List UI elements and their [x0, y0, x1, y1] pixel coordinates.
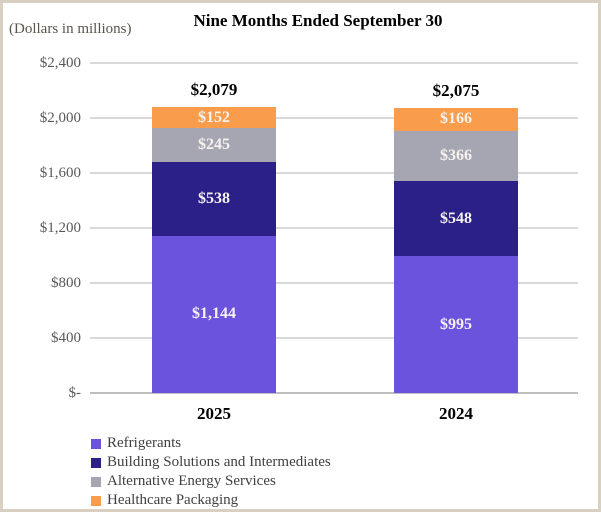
- legend-label: Building Solutions and Intermediates: [107, 454, 331, 470]
- y-axis-labels: $- $400 $800 $1,200 $1,600 $2,000 $2,400: [3, 55, 81, 401]
- segment-alternative-energy-services-2024: $366: [394, 130, 518, 181]
- segment-value-label: $166: [440, 110, 472, 128]
- y-tick-label: $400: [51, 330, 81, 346]
- segment-value-label: $366: [440, 146, 472, 164]
- gridline: [90, 227, 578, 229]
- segment-value-label: $1,144: [192, 305, 236, 323]
- segment-value-label: $548: [440, 209, 472, 227]
- segment-value-label: $995: [440, 315, 472, 333]
- legend-item-refrigerants: Refrigerants: [91, 434, 331, 453]
- segment-value-label: $245: [198, 135, 230, 153]
- segment-building-solutions-and-intermediates-2025: $538: [152, 161, 276, 236]
- bar-2024: $995 $548 $366 $166 $2,075: [394, 63, 518, 393]
- y-tick-label: $1,200: [39, 220, 81, 236]
- legend-swatch-building-solutions: [91, 457, 101, 468]
- gridline: [90, 282, 578, 284]
- legend-item-building-solutions: Building Solutions and Intermediates: [91, 453, 331, 472]
- units-note: (Dollars in millions): [9, 21, 132, 37]
- legend-swatch-alternative-energy: [91, 476, 101, 487]
- total-label-2024: $2,075: [432, 80, 480, 100]
- gridline: [90, 117, 578, 119]
- legend-swatch-refrigerants: [91, 438, 101, 449]
- y-tick-label: $1,600: [39, 165, 81, 181]
- y-tick-label: $2,400: [39, 55, 81, 71]
- segment-healthcare-packaging-2024: $166: [394, 107, 518, 131]
- segment-building-solutions-and-intermediates-2024: $548: [394, 180, 518, 257]
- y-tick-label: $-: [68, 385, 82, 401]
- gridline: [90, 172, 578, 174]
- legend-label: Alternative Energy Services: [107, 473, 276, 489]
- plot-area: $1,144 $538 $245 $152 $2,079 $995 $548 $366 $166…: [90, 62, 578, 394]
- total-label-2025: $2,079: [190, 80, 238, 100]
- segment-alternative-energy-services-2025: $245: [152, 128, 276, 162]
- y-tick-label: $2,000: [39, 110, 81, 126]
- bar-2025: $1,144 $538 $245 $152 $2,079: [152, 63, 276, 393]
- legend-item-healthcare-packaging: Healthcare Packaging: [91, 491, 331, 509]
- segment-refrigerants-2025: $1,144: [152, 235, 276, 393]
- x-axis-line: [90, 392, 578, 394]
- segment-value-label: $152: [198, 108, 230, 126]
- segment-healthcare-packaging-2025: $152: [152, 107, 276, 129]
- legend-label: Healthcare Packaging: [107, 492, 239, 508]
- legend-label: Refrigerants: [107, 435, 182, 451]
- x-label-2025: 2025: [197, 404, 231, 423]
- y-tick-label: $800: [51, 275, 81, 291]
- gridline: [90, 62, 578, 64]
- segment-value-label: $538: [198, 189, 230, 207]
- chart-title: Nine Months Ended September 30: [193, 11, 443, 30]
- segment-refrigerants-2024: $995: [394, 256, 518, 393]
- legend-swatch-healthcare-packaging: [91, 495, 101, 506]
- legend: Refrigerants Building Solutions and Inte…: [91, 434, 331, 509]
- gridline: [90, 337, 578, 339]
- legend-item-alternative-energy: Alternative Energy Services: [91, 472, 331, 491]
- x-label-2024: 2024: [439, 404, 473, 423]
